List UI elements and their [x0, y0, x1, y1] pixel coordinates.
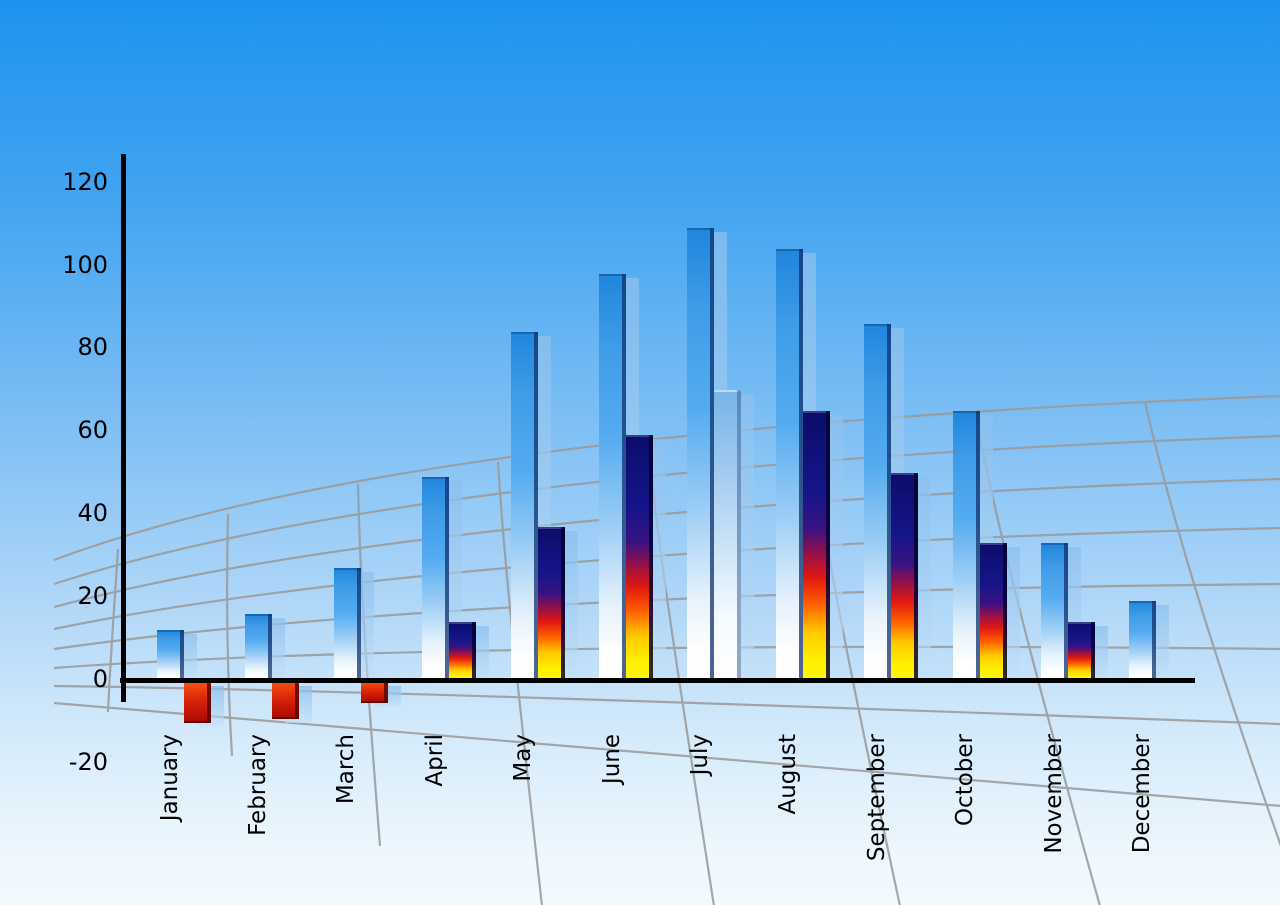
x-axis-label-may: May: [510, 734, 537, 782]
bar-june-primary: [599, 274, 626, 680]
bar-november-secondary: [1068, 622, 1095, 680]
x-axis-label-january: January: [156, 734, 183, 822]
x-axis-label-february: February: [244, 734, 271, 836]
x-axis-label-september: September: [863, 734, 890, 862]
bar-march-primary: [333, 568, 361, 680]
x-axis-label-october: October: [952, 734, 979, 827]
y-axis-tick-label: 80: [77, 333, 108, 362]
bar-march-secondary: [360, 682, 388, 703]
bar-april-secondary: [449, 622, 477, 680]
bar-july-secondary: [714, 390, 742, 680]
bar-february-secondary: [272, 682, 300, 719]
x-axis-label-august: August: [775, 734, 802, 815]
x-axis-zero-line: [120, 678, 1195, 683]
y-axis-tick-label: -20: [68, 747, 108, 776]
bar-may-primary: [510, 332, 538, 680]
bar-december-primary: [1129, 601, 1157, 680]
bar-january-primary: [157, 630, 184, 680]
y-axis-tick-label: 20: [77, 582, 108, 611]
bar-october-primary: [952, 411, 980, 680]
x-axis-label-july: July: [686, 734, 713, 776]
y-axis-tick-label: 60: [77, 416, 108, 445]
x-axis-label-march: March: [333, 734, 360, 805]
y-axis-tick-label: 100: [62, 250, 108, 279]
x-axis-label-april: April: [421, 734, 448, 787]
y-axis-line: [121, 154, 126, 702]
bar-july-primary: [687, 228, 715, 680]
bar-january-secondary: [184, 682, 211, 723]
bar-august-secondary: [802, 411, 830, 680]
bar-august-primary: [775, 249, 803, 680]
x-axis-label-june: June: [598, 734, 625, 785]
bar-november-primary: [1041, 543, 1068, 680]
y-axis-tick-label: 0: [92, 665, 108, 693]
bar-september-primary: [864, 324, 892, 680]
bar-june-secondary: [626, 435, 653, 680]
bar-may-secondary: [537, 527, 565, 680]
x-axis-label-november: November: [1040, 734, 1067, 854]
x-axis-label-december: December: [1128, 734, 1155, 854]
bar-september-secondary: [891, 473, 919, 680]
bar-february-primary: [245, 614, 273, 680]
bar-october-secondary: [979, 543, 1007, 680]
bar-april-primary: [422, 477, 450, 680]
y-axis-tick-label: 120: [62, 167, 108, 196]
y-axis-tick-label: 40: [77, 499, 108, 528]
